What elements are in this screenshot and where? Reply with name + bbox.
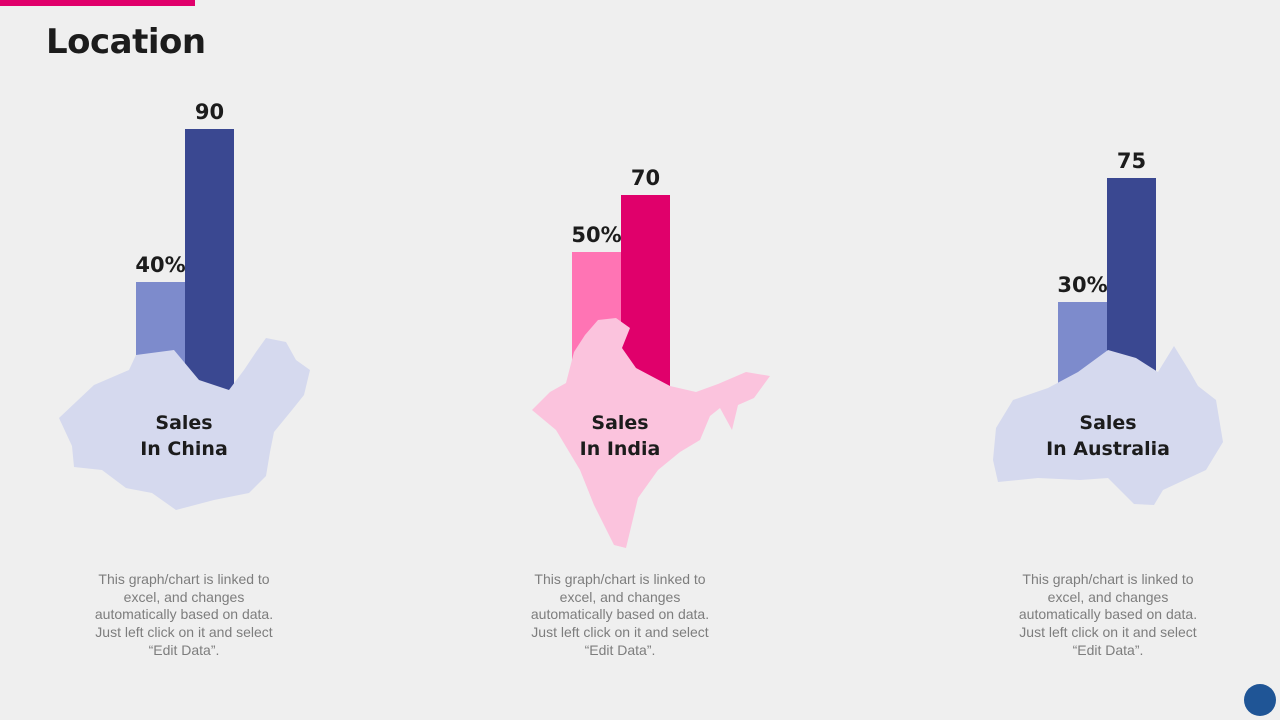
region-label-china: Sales In China [34,410,334,462]
chart-note-china: This graph/chart is linked to excel, and… [94,571,274,658]
region-label-line: In China [140,438,228,460]
data-label-india-2: 70 [630,165,661,190]
region-label-line: Sales [1079,412,1137,434]
region-label-line: Sales [155,412,213,434]
data-label-australia-1: 30% [1057,273,1108,298]
chart-panel-china[interactable]: 40% 90 Sales In China This graph/chart is li… [34,0,334,720]
map-shape-india [532,318,770,548]
chart-panel-australia[interactable]: 30% 75 Sales In Australia This graph/chart i… [958,0,1258,720]
region-label-line: In Australia [1046,438,1170,460]
chart-panel-india[interactable]: 50% 70 Sales In India This graph/chart is li… [470,0,770,720]
map-shape-australia [993,346,1223,505]
page-title: Location [46,22,206,62]
data-label-india-1: 50% [571,223,622,247]
accent-bar [0,0,195,6]
chart-note-australia: This graph/chart is linked to excel, and… [1018,571,1198,658]
data-label-china-1: 40% [135,253,186,278]
region-label-india: Sales In India [470,410,770,462]
china-map-icon [59,338,310,510]
data-label-china-2: 90 [194,99,225,124]
region-label-australia: Sales In Australia [958,410,1258,462]
region-label-line: Sales [591,412,649,434]
australia-map-icon [993,346,1223,505]
map-shape-china [59,338,310,510]
data-label-australia-2: 75 [1116,149,1147,173]
corner-dot [1244,684,1276,716]
region-label-line: In India [579,438,661,460]
bar-china-2[interactable] [185,128,234,405]
bar-australia-2[interactable] [1107,178,1156,385]
india-map-icon [532,318,770,548]
chart-note-india: This graph/chart is linked to excel, and… [530,571,710,658]
